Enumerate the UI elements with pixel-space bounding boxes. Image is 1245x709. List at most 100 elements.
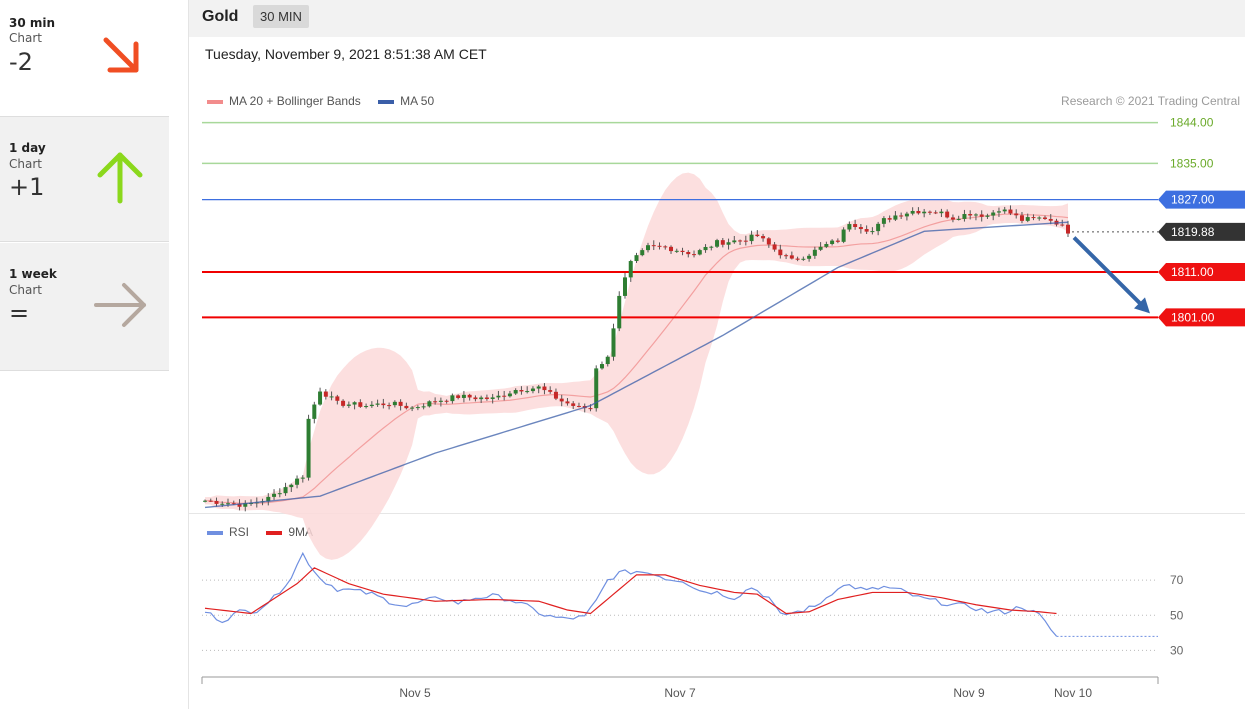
candle-body	[651, 245, 656, 247]
candle-body	[410, 407, 415, 409]
candle-body	[599, 364, 604, 369]
arrow-right-icon	[94, 283, 146, 327]
candle-body	[646, 245, 651, 251]
candle-body	[536, 386, 541, 389]
level-label-1844.00: 1844.00	[1170, 116, 1214, 130]
arrow-down-right-icon	[103, 37, 139, 73]
timeframe-badge[interactable]: 30 MIN	[253, 5, 309, 28]
candle-body	[1025, 217, 1030, 221]
candle-body	[968, 214, 973, 216]
candle-body	[594, 368, 599, 409]
candle-body	[939, 211, 944, 214]
candle-body	[341, 400, 346, 406]
candle-body	[1008, 209, 1013, 214]
candle-body	[295, 478, 300, 485]
candle-body	[450, 395, 455, 402]
candle-body	[318, 391, 323, 405]
candle-body	[576, 405, 581, 407]
candle-body	[807, 255, 812, 259]
candle-body	[1014, 213, 1019, 216]
candle-body	[300, 477, 305, 479]
legend-item-ma50: MA 50	[378, 94, 434, 108]
chart-panel: Gold 30 MIN Tuesday, November 9, 2021 8:…	[188, 0, 1245, 709]
candle-body	[622, 277, 627, 296]
candle-body	[1042, 217, 1047, 219]
candle-body	[203, 500, 207, 502]
candle-body	[243, 503, 248, 507]
instrument-name: Gold	[202, 8, 239, 25]
candle-body	[847, 224, 852, 230]
candle-body	[657, 245, 662, 247]
candle-body	[525, 391, 530, 393]
candle-body	[784, 255, 789, 257]
candle-body	[277, 493, 282, 495]
candle-body	[795, 258, 800, 260]
signal-1week[interactable]: 1 week Chart =	[0, 243, 169, 371]
ma20-line	[204, 213, 1069, 504]
candle-body	[231, 503, 236, 505]
candle-body	[950, 217, 955, 220]
panel-divider	[189, 513, 1245, 514]
candle-body	[588, 408, 593, 410]
level-label-1835.00: 1835.00	[1170, 156, 1214, 170]
candle-body	[709, 246, 714, 248]
candle-body	[479, 397, 484, 400]
candle-body	[1060, 224, 1065, 226]
candle-body	[548, 390, 553, 392]
candle-body	[369, 404, 374, 407]
candle-body	[916, 210, 921, 214]
rsi-tick-label: 50	[1170, 608, 1184, 622]
candle-body	[289, 484, 294, 488]
candle-body	[726, 242, 731, 245]
level-label-1827.00: 1827.00	[1171, 193, 1215, 207]
candle-body	[226, 503, 231, 505]
candle-body	[899, 215, 904, 217]
candle-body	[237, 503, 242, 507]
candle-body	[364, 406, 369, 408]
candle-body	[358, 402, 363, 407]
x-tick-label: Nov 5	[399, 686, 431, 700]
candle-body	[830, 240, 835, 245]
rsi-line	[204, 551, 1057, 637]
price-legend: MA 20 + Bollinger Bands MA 50	[207, 94, 448, 108]
candle-body	[312, 404, 317, 419]
candle-body	[272, 493, 277, 497]
candle-body	[812, 249, 817, 256]
candle-body	[640, 250, 645, 256]
candle-body	[979, 214, 984, 217]
candle-body	[484, 397, 489, 399]
candle-body	[438, 400, 443, 402]
candle-body	[686, 251, 691, 255]
candle-body	[559, 398, 564, 402]
candle-body	[985, 215, 990, 217]
signal-score: =	[9, 299, 30, 327]
candle-body	[375, 403, 380, 405]
candle-body	[755, 234, 760, 237]
candle-body	[1048, 218, 1053, 221]
legend-item-rsi: RSI	[207, 525, 249, 539]
candle-body	[335, 396, 340, 401]
candle-body	[611, 328, 616, 357]
candle-body	[1002, 209, 1007, 212]
rsi-tick-label: 70	[1170, 573, 1184, 587]
candle-body	[669, 246, 674, 252]
candle-body	[634, 255, 639, 262]
x-tick-label: Nov 9	[953, 686, 985, 700]
candle-body	[824, 244, 829, 247]
candle-body	[893, 215, 898, 220]
candle-body	[738, 240, 743, 242]
signal-1day[interactable]: 1 day Chart +1	[0, 117, 169, 242]
candle-body	[392, 401, 397, 406]
candle-body	[1066, 224, 1070, 234]
ma50-line	[204, 221, 1069, 509]
candle-body	[1037, 217, 1042, 219]
candle-body	[864, 229, 869, 232]
candle-body	[542, 386, 547, 391]
signal-30min[interactable]: 30 min Chart -2	[0, 0, 169, 117]
signal-score: -2	[9, 48, 33, 76]
candle-body	[732, 240, 737, 243]
candle-body	[220, 503, 225, 505]
signal-period: 30 min	[9, 16, 56, 30]
candle-body	[323, 391, 328, 397]
